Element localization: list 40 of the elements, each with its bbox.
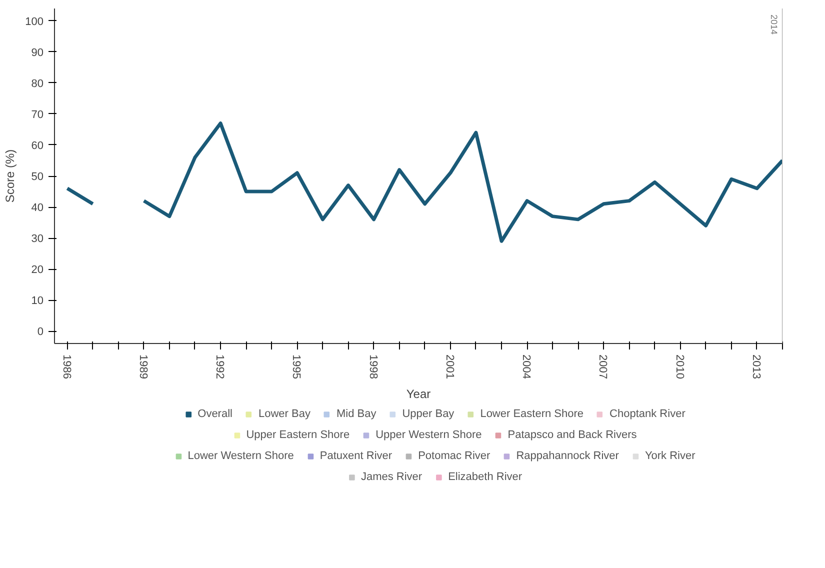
y-tick-label: 20: [31, 264, 44, 276]
x-axis-title: Year: [406, 386, 431, 401]
legend-label: Patapsco and Back Rivers: [508, 428, 637, 440]
legend-label: York River: [644, 450, 696, 462]
legend-label: Potomac River: [418, 450, 490, 462]
legend-label: Elizabeth River: [448, 470, 522, 482]
y-tick-label: 40: [31, 202, 44, 214]
y-tick-label: 0: [37, 326, 44, 338]
x-tick-label: 1992: [214, 354, 226, 379]
x-tick-label: 1986: [60, 354, 72, 379]
y-tick-label: 50: [31, 171, 44, 183]
x-tick-label: 2010: [673, 354, 686, 379]
y-axis-title: Score (%): [3, 149, 18, 203]
y-tick-label: 100: [25, 16, 44, 28]
legend-label: Lower Western Shore: [188, 450, 294, 462]
legend-label: Overall: [198, 408, 232, 420]
y-tick-label: 30: [31, 233, 44, 246]
x-tick-label: 2013: [750, 354, 762, 379]
legend-label: Upper Bay: [402, 408, 454, 420]
legend-label: Upper Western Shore: [376, 428, 482, 440]
x-tick-label: 1995: [290, 354, 302, 379]
legend-label: James River: [360, 470, 422, 482]
x-tick-label: 2001: [443, 354, 456, 379]
legend-label: Patuxent River: [320, 450, 392, 462]
y-tick-label: 60: [31, 140, 44, 152]
y-tick-label: 80: [31, 78, 44, 90]
x-tick-label: 2004: [520, 354, 532, 379]
x-tick-label: 1989: [136, 354, 149, 379]
legend-label: Upper Eastern Shore: [246, 428, 350, 440]
x-tick-label: 2007: [596, 354, 609, 379]
x-tick-label: 1998: [366, 354, 379, 379]
ref-line-label: 2014: [769, 14, 779, 35]
legend-label: Mid Bay: [336, 408, 376, 420]
legend-label: Rappahannock River: [516, 450, 619, 462]
legend-label: Lower Eastern Shore: [480, 408, 584, 420]
legend-label: Lower Bay: [258, 408, 310, 420]
y-tick-label: 10: [31, 295, 44, 308]
y-tick-label: 70: [31, 108, 44, 121]
y-tick-label: 90: [31, 46, 44, 59]
legend-label: Choptank River: [610, 408, 686, 420]
